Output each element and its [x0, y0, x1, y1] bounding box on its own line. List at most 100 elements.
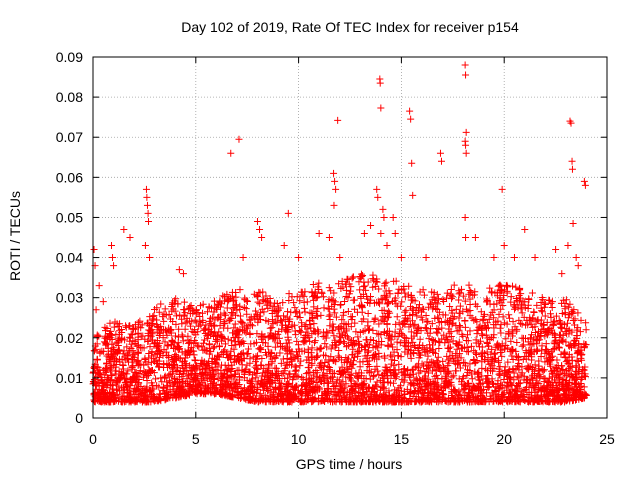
- data-point: [543, 318, 551, 326]
- data-point: [354, 333, 362, 341]
- x-tick-label: 15: [394, 431, 410, 447]
- data-point: [294, 355, 302, 363]
- data-point: [410, 322, 418, 330]
- data-point: [128, 365, 136, 373]
- data-point: [550, 330, 558, 338]
- data-point: [416, 384, 424, 392]
- data-point: [525, 296, 533, 304]
- data-point: [200, 336, 208, 344]
- data-point: [333, 391, 341, 399]
- data-point: [271, 330, 279, 338]
- data-point: [419, 376, 427, 384]
- data-point: [459, 375, 467, 383]
- data-point: [389, 213, 397, 221]
- data-point: [207, 330, 215, 338]
- data-point: [400, 378, 408, 386]
- data-point: [565, 303, 573, 311]
- data-point: [325, 296, 333, 304]
- data-point: [451, 387, 459, 395]
- data-point: [549, 383, 557, 391]
- data-point: [508, 352, 516, 360]
- data-point: [184, 339, 192, 347]
- data-point: [519, 355, 527, 363]
- data-point: [298, 373, 306, 381]
- data-point: [307, 395, 315, 403]
- data-point: [114, 335, 122, 343]
- data-point: [512, 283, 520, 291]
- data-point: [425, 381, 433, 389]
- data-point: [233, 379, 241, 387]
- data-point: [356, 286, 364, 294]
- data-point: [199, 369, 207, 377]
- data-point: [215, 301, 223, 309]
- data-point: [267, 353, 275, 361]
- data-point: [398, 398, 406, 406]
- data-point: [516, 398, 524, 406]
- data-point: [463, 398, 471, 406]
- data-point: [527, 320, 535, 328]
- data-point: [170, 345, 178, 353]
- data-point: [357, 398, 365, 406]
- data-point: [146, 343, 154, 351]
- data-point: [128, 355, 136, 363]
- data-point: [269, 378, 277, 386]
- data-point: [569, 219, 577, 227]
- data-point: [217, 390, 225, 398]
- data-point: [417, 398, 425, 406]
- data-point: [360, 394, 368, 402]
- data-point: [549, 367, 557, 375]
- data-point: [435, 326, 443, 334]
- data-point: [150, 357, 158, 365]
- data-point: [367, 388, 375, 396]
- data-point: [179, 377, 187, 385]
- data-point: [378, 307, 386, 315]
- data-point: [351, 396, 359, 404]
- data-point: [459, 332, 467, 340]
- data-point: [488, 345, 496, 353]
- data-point: [574, 358, 582, 366]
- data-point: [380, 379, 388, 387]
- data-point: [325, 234, 333, 241]
- data-point: [405, 339, 413, 347]
- data-point: [91, 377, 99, 385]
- data-point: [299, 337, 307, 345]
- data-point: [380, 317, 388, 325]
- data-point: [246, 315, 254, 323]
- data-point: [155, 308, 163, 316]
- data-point: [254, 352, 262, 360]
- data-point: [513, 338, 521, 346]
- data-point: [530, 335, 538, 343]
- data-point: [475, 376, 483, 384]
- data-point: [337, 300, 345, 308]
- data-point: [134, 349, 142, 357]
- data-point: [288, 348, 296, 356]
- data-point: [478, 324, 486, 332]
- data-point: [490, 321, 498, 329]
- data-point: [569, 309, 577, 317]
- data-point: [543, 377, 551, 385]
- data-point: [549, 321, 557, 329]
- data-point: [96, 370, 104, 378]
- data-point: [116, 373, 124, 381]
- data-point: [456, 289, 464, 297]
- data-point: [509, 347, 517, 355]
- data-point: [240, 304, 248, 312]
- data-point: [437, 157, 445, 165]
- data-point: [384, 378, 392, 386]
- data-point: [204, 334, 212, 342]
- data-point: [289, 376, 297, 384]
- data-point: [208, 354, 216, 362]
- data-point: [384, 372, 392, 380]
- data-point: [418, 360, 426, 368]
- data-point: [212, 337, 220, 345]
- data-point: [315, 394, 323, 402]
- data-point: [379, 383, 387, 391]
- data-point: [266, 295, 274, 303]
- data-point: [270, 303, 278, 311]
- data-point: [165, 360, 173, 368]
- data-point: [399, 321, 407, 329]
- data-point: [236, 302, 244, 310]
- data-point: [423, 358, 431, 366]
- data-point: [462, 128, 470, 136]
- data-point: [464, 337, 472, 345]
